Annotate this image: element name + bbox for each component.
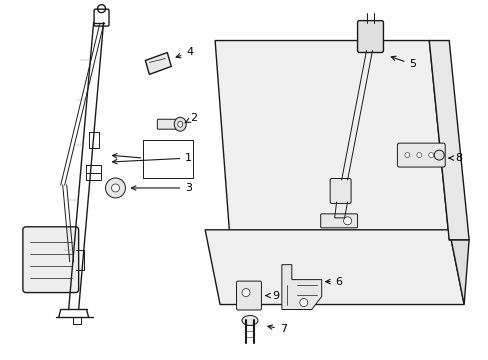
- FancyBboxPatch shape: [157, 119, 179, 129]
- FancyBboxPatch shape: [94, 9, 109, 26]
- Ellipse shape: [111, 184, 119, 192]
- FancyBboxPatch shape: [23, 227, 79, 293]
- Text: 5: 5: [390, 56, 415, 69]
- Circle shape: [299, 298, 307, 306]
- Text: 2: 2: [184, 113, 197, 123]
- Circle shape: [343, 217, 351, 225]
- Ellipse shape: [242, 315, 258, 325]
- Ellipse shape: [174, 117, 186, 131]
- Polygon shape: [205, 230, 463, 305]
- Text: 3: 3: [131, 183, 192, 193]
- Text: 9: 9: [265, 291, 279, 301]
- Polygon shape: [145, 53, 171, 75]
- Polygon shape: [448, 230, 468, 305]
- Text: 6: 6: [325, 276, 342, 287]
- Text: 7: 7: [267, 324, 286, 334]
- FancyBboxPatch shape: [236, 281, 261, 310]
- FancyBboxPatch shape: [357, 21, 383, 53]
- Polygon shape: [215, 41, 448, 240]
- Polygon shape: [281, 265, 321, 310]
- Text: 1: 1: [112, 153, 192, 164]
- FancyBboxPatch shape: [397, 143, 444, 167]
- Text: 8: 8: [448, 153, 461, 163]
- Polygon shape: [428, 41, 468, 240]
- Bar: [143, 140, 193, 178]
- FancyBboxPatch shape: [320, 214, 357, 228]
- Text: 4: 4: [176, 48, 193, 58]
- Circle shape: [428, 153, 433, 158]
- Circle shape: [433, 150, 443, 160]
- Ellipse shape: [105, 178, 125, 198]
- Ellipse shape: [178, 121, 183, 127]
- Circle shape: [242, 289, 249, 297]
- FancyBboxPatch shape: [329, 179, 350, 203]
- Circle shape: [404, 153, 409, 158]
- Circle shape: [416, 153, 421, 158]
